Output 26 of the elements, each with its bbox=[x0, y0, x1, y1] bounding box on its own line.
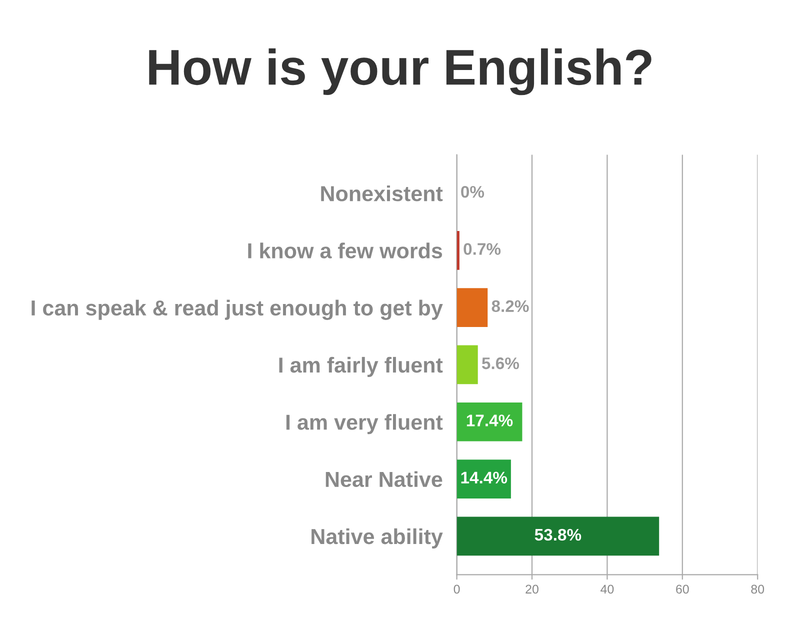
x-tick-label: 20 bbox=[526, 584, 538, 594]
x-tick-label: 40 bbox=[600, 584, 614, 594]
data-label: 17.4% bbox=[466, 414, 513, 426]
y-tick-label: Nonexistent bbox=[321, 185, 443, 202]
data-label: 53.8% bbox=[534, 528, 582, 541]
bar bbox=[456, 345, 478, 384]
y-tick-label: Near Native bbox=[326, 471, 442, 488]
x-tick-label: 80 bbox=[751, 584, 764, 594]
data-label: 0.7% bbox=[464, 243, 501, 255]
y-tick-label: I can speak & read just enough to get by bbox=[32, 300, 443, 320]
bar bbox=[456, 516, 660, 556]
chart-title: How is your English? bbox=[149, 48, 652, 96]
data-label: 5.6% bbox=[482, 357, 520, 370]
y-tick-label: I am fairly fluent bbox=[279, 356, 443, 377]
x-tick-label: 0 bbox=[454, 584, 460, 594]
x-tick-label: 60 bbox=[676, 584, 689, 594]
data-label: 8.2% bbox=[492, 300, 529, 312]
data-label: 14.4% bbox=[461, 472, 508, 484]
y-tick-label: I am very fluent bbox=[286, 414, 443, 434]
bar bbox=[456, 288, 488, 328]
bar bbox=[456, 230, 460, 270]
y-tick-label: Native ability bbox=[312, 528, 443, 548]
data-label: 0% bbox=[461, 186, 484, 198]
y-tick-label: I know a few words bbox=[248, 242, 442, 258]
bar bbox=[456, 460, 511, 498]
bar bbox=[456, 402, 522, 442]
